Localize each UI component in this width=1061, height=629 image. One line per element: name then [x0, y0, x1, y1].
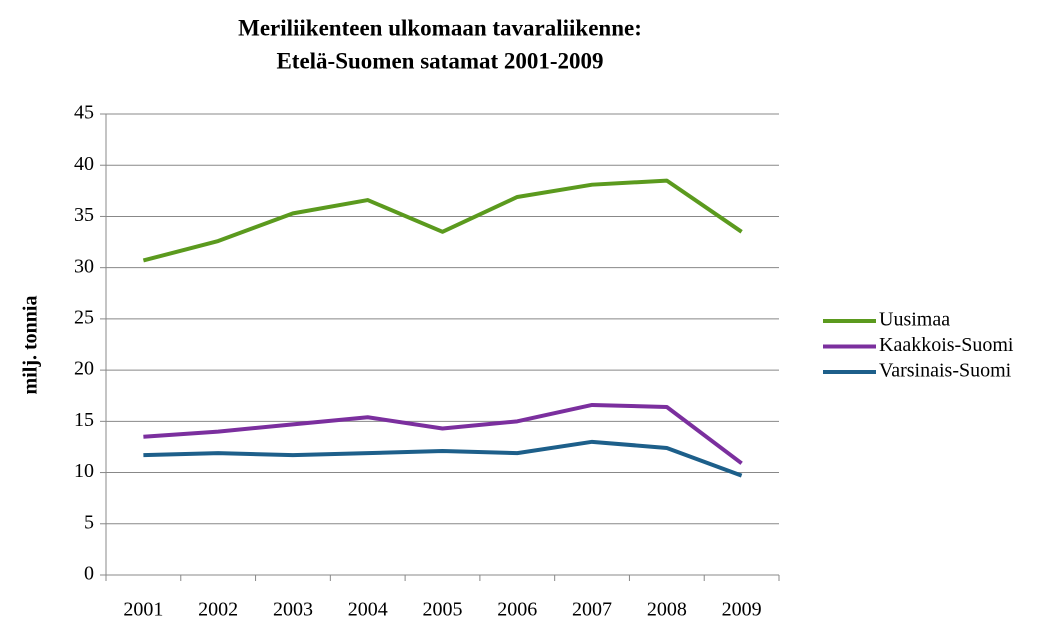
x-tick-label: 2005: [423, 599, 463, 621]
series-line: [143, 439, 743, 478]
y-tick-label: 35: [74, 204, 94, 226]
x-tick-label: 2006: [497, 599, 537, 621]
x-tick-label: 2004: [348, 599, 388, 621]
y-tick-label: 30: [74, 255, 94, 277]
x-tick-label: 2007: [572, 599, 612, 621]
y-tick-label: 15: [74, 409, 94, 431]
legend-label: Kaakkois-Suomi: [879, 334, 1014, 356]
legend-label: Uusimaa: [879, 309, 950, 331]
series-line: [143, 402, 743, 465]
x-tick-label: 2003: [273, 599, 313, 621]
y-tick-label: 45: [74, 102, 94, 124]
x-tick-label: 2002: [198, 599, 238, 621]
chart-title: Meriliikenteen ulkomaan tavaraliikenne:: [238, 15, 642, 40]
series-line: [142, 178, 743, 263]
x-tick-label: 2008: [647, 599, 687, 621]
y-tick-label: 5: [84, 511, 94, 533]
chart-subtitle: Etelä-Suomen satamat 2001-2009: [276, 48, 603, 73]
y-tick-label: 20: [74, 358, 94, 380]
y-tick-label: 40: [74, 153, 94, 175]
y-tick-label: 25: [74, 306, 94, 328]
x-tick-label: 2001: [123, 599, 163, 621]
legend-label: Varsinais-Suomi: [879, 360, 1012, 382]
y-tick-label: 10: [74, 460, 94, 482]
y-axis-label: milj. tonnia: [20, 296, 42, 395]
y-tick-label: 0: [84, 563, 94, 585]
x-tick-label: 2009: [722, 599, 762, 621]
